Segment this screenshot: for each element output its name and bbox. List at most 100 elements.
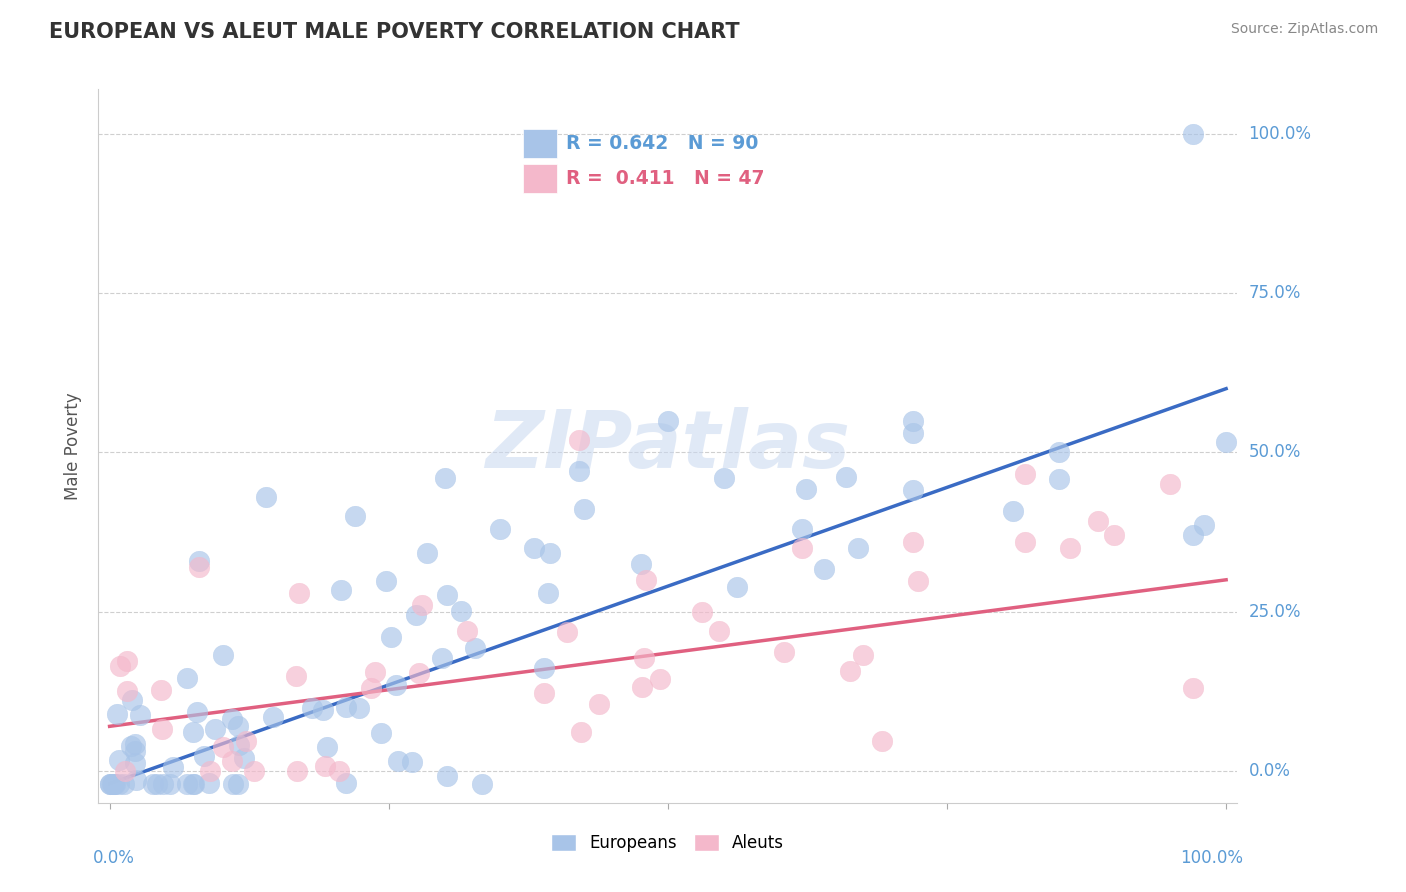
Point	[301, 701, 323, 715]
Point	[657, 413, 679, 427]
Point	[114, 764, 136, 778]
Point	[727, 580, 749, 594]
Point	[103, 777, 125, 791]
Point	[152, 723, 174, 737]
Point	[221, 712, 243, 726]
Point	[430, 651, 453, 665]
Point	[370, 725, 392, 739]
Point	[235, 734, 257, 748]
Point	[903, 534, 925, 549]
Text: Source: ZipAtlas.com: Source: ZipAtlas.com	[1230, 22, 1378, 37]
Text: 100.0%: 100.0%	[1249, 125, 1312, 143]
Point	[129, 708, 152, 723]
Text: 50.0%: 50.0%	[1249, 443, 1301, 461]
Point	[533, 660, 555, 674]
Point	[98, 777, 121, 791]
Point	[200, 764, 222, 778]
Point	[375, 574, 398, 588]
Point	[328, 764, 350, 778]
Point	[464, 641, 486, 656]
Point	[1001, 504, 1024, 518]
Point	[204, 722, 226, 736]
Point	[222, 777, 245, 791]
Point	[285, 764, 308, 778]
Point	[243, 764, 266, 778]
Point	[690, 605, 713, 619]
Point	[903, 413, 925, 427]
Point	[228, 719, 250, 733]
Point	[790, 541, 813, 555]
Point	[408, 665, 430, 680]
Point	[1014, 467, 1036, 482]
Point	[572, 501, 595, 516]
Point	[489, 522, 512, 536]
Point	[794, 483, 817, 497]
Point	[312, 703, 335, 717]
Point	[380, 630, 402, 644]
Text: 100.0%: 100.0%	[1180, 849, 1243, 867]
Point	[631, 681, 654, 695]
Point	[634, 573, 657, 587]
Point	[187, 554, 209, 568]
Point	[115, 654, 138, 668]
Point	[212, 648, 235, 663]
Point	[709, 624, 731, 638]
Point	[104, 777, 127, 791]
Point	[903, 483, 925, 497]
Point	[633, 650, 655, 665]
Point	[314, 759, 336, 773]
Point	[152, 777, 174, 791]
Point	[112, 777, 135, 791]
Point	[232, 751, 254, 765]
Point	[187, 560, 209, 574]
Point	[1192, 517, 1215, 532]
FancyBboxPatch shape	[523, 164, 557, 194]
Point	[124, 743, 146, 757]
Point	[142, 777, 165, 791]
Point	[456, 624, 478, 638]
FancyBboxPatch shape	[523, 129, 557, 158]
Point	[523, 541, 546, 555]
Point	[124, 756, 146, 770]
Point	[569, 724, 592, 739]
Point	[436, 588, 458, 602]
Point	[159, 777, 181, 791]
Point	[186, 705, 208, 719]
Point	[1047, 445, 1070, 459]
Point	[588, 697, 610, 711]
Point	[436, 769, 458, 783]
Point	[790, 522, 813, 536]
Point	[176, 671, 198, 685]
Point	[363, 665, 385, 679]
Point	[193, 749, 215, 764]
Point	[254, 490, 277, 504]
Point	[221, 754, 243, 768]
Text: R = 0.642   N = 90: R = 0.642 N = 90	[567, 134, 759, 153]
Text: EUROPEAN VS ALEUT MALE POVERTY CORRELATION CHART: EUROPEAN VS ALEUT MALE POVERTY CORRELATI…	[49, 22, 740, 42]
Point	[181, 724, 204, 739]
Point	[146, 777, 169, 791]
Point	[198, 776, 221, 790]
Point	[1181, 127, 1204, 141]
Point	[1014, 534, 1036, 549]
Point	[101, 777, 124, 791]
Point	[1047, 473, 1070, 487]
Point	[149, 682, 172, 697]
Point	[360, 681, 382, 695]
Text: 0.0%: 0.0%	[93, 849, 135, 867]
Point	[907, 574, 929, 588]
Point	[288, 585, 311, 599]
Point	[101, 777, 124, 791]
Point	[183, 777, 205, 791]
Point	[385, 678, 408, 692]
Point	[120, 739, 142, 754]
Text: R =  0.411   N = 47: R = 0.411 N = 47	[567, 169, 765, 188]
Point	[117, 683, 139, 698]
Point	[555, 624, 578, 639]
Point	[433, 471, 456, 485]
Point	[416, 545, 439, 559]
Point	[630, 557, 652, 571]
Point	[838, 664, 860, 678]
Point	[538, 545, 561, 559]
Point	[471, 777, 494, 791]
